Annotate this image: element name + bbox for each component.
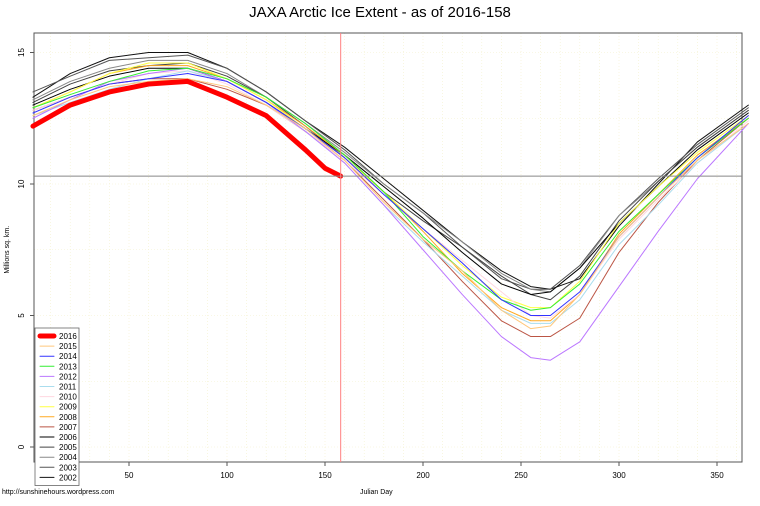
x-tick-label: 200 bbox=[416, 471, 430, 480]
y-tick-label: 15 bbox=[17, 48, 26, 57]
y-tick-label: 5 bbox=[17, 313, 26, 318]
legend-label-2006: 2006 bbox=[59, 433, 77, 442]
x-tick-label: 150 bbox=[318, 471, 332, 480]
y-tick-label: 0 bbox=[17, 444, 26, 449]
series-line-2012 bbox=[32, 67, 749, 361]
series-line-2015 bbox=[32, 78, 749, 330]
legend-label-2013: 2013 bbox=[59, 362, 77, 371]
series-line-2013 bbox=[32, 67, 749, 311]
legend-label-2005: 2005 bbox=[59, 443, 77, 452]
x-tick-label: 100 bbox=[220, 471, 234, 480]
legend-label-2015: 2015 bbox=[59, 342, 77, 351]
legend-label-2012: 2012 bbox=[59, 372, 77, 381]
legend-label-2014: 2014 bbox=[59, 352, 77, 361]
x-axis-label: Julian Day bbox=[360, 489, 393, 496]
x-tick-label: 50 bbox=[125, 471, 134, 480]
x-tick-label: 250 bbox=[514, 471, 528, 480]
legend-label-2003: 2003 bbox=[59, 463, 77, 472]
y-axis-label: Millions sq. km. bbox=[4, 226, 11, 274]
series-line-2005 bbox=[32, 62, 749, 301]
footer-url: http://sunshinehours.wordpress.com bbox=[2, 489, 115, 496]
x-tick-label: 300 bbox=[612, 471, 626, 480]
series-line-2007 bbox=[32, 78, 749, 338]
legend-label-2009: 2009 bbox=[59, 403, 77, 412]
legend-label-2011: 2011 bbox=[59, 383, 77, 392]
series-line-2008 bbox=[32, 65, 749, 322]
series-line-2002 bbox=[32, 52, 749, 290]
legend-label-2008: 2008 bbox=[59, 413, 77, 422]
series-line-2004 bbox=[32, 59, 749, 293]
chart-title: JAXA Arctic Ice Extent - as of 2016-158 bbox=[249, 4, 511, 21]
series-line-2003 bbox=[32, 54, 749, 290]
legend-label-2016: 2016 bbox=[59, 332, 77, 341]
legend-label-2002: 2002 bbox=[59, 473, 77, 482]
series-line-2006 bbox=[32, 67, 749, 295]
y-tick-label: 10 bbox=[17, 179, 26, 188]
legend-label-2007: 2007 bbox=[59, 423, 77, 432]
legend-label-2004: 2004 bbox=[59, 453, 77, 462]
series-line-2016 bbox=[30, 78, 344, 179]
series-line-2009 bbox=[32, 62, 749, 309]
x-tick-label: 350 bbox=[710, 471, 724, 480]
legend-label-2010: 2010 bbox=[59, 393, 77, 402]
plot-border bbox=[33, 32, 743, 463]
